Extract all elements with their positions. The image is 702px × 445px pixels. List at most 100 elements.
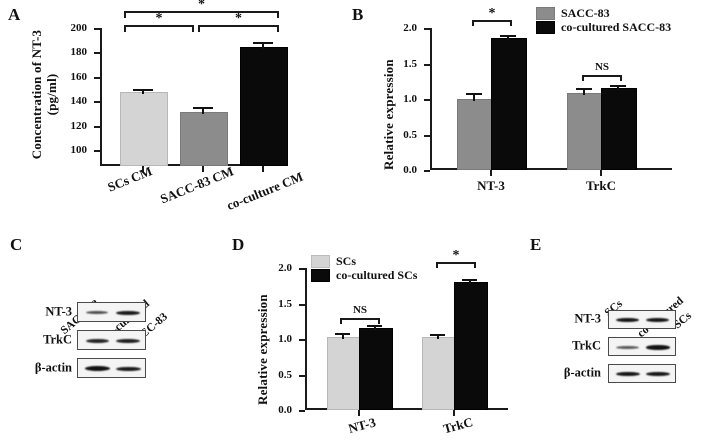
panel-d-letter: D bbox=[232, 235, 245, 254]
panel-b-ytick-0-5: 0.5 bbox=[403, 129, 430, 141]
panel-b-x-axis bbox=[430, 168, 672, 170]
panel-a-errorcap-sacc83-cm bbox=[193, 106, 213, 109]
sig-ns-label: NS bbox=[594, 61, 610, 73]
panel-d-y-axis-label: Relative expression bbox=[255, 294, 270, 405]
panel-a-ytick-200: 200 bbox=[71, 22, 100, 34]
panel-b-errorbar-trkc-sacc83 bbox=[583, 88, 585, 95]
panel-c-band-nt3-lane1 bbox=[86, 311, 108, 315]
panel-a-plot: 200 180 160 140 120 100 bbox=[71, 22, 288, 172]
panel-a-sig-sacc83-vs-coculture: * bbox=[198, 12, 279, 33]
panel-e-band-nt3-lane2 bbox=[646, 318, 669, 323]
panel-b-sig-trkc: NS bbox=[582, 62, 622, 82]
panel-c-blot-row-nt3 bbox=[77, 302, 146, 322]
panel-a-ytick-180: 180 bbox=[71, 46, 100, 58]
panel-c-band-nt3-lane2 bbox=[116, 310, 140, 315]
panel-a-y-axis-label: Concentration of NT-3 (pg/ml) bbox=[29, 27, 60, 162]
sig-tick-left bbox=[436, 262, 438, 268]
panel-d-xcat-nt3: NT-3 bbox=[346, 414, 378, 437]
panel-a-errorbar-sacc83-cm bbox=[202, 107, 204, 115]
panel-d-ytick-2-0: 2.0 bbox=[278, 262, 305, 274]
panel-e-band-trkc-lane2 bbox=[646, 345, 670, 350]
sig-line bbox=[340, 318, 380, 320]
panel-d-errorbar-trkc-scs bbox=[437, 334, 439, 339]
panel-b-xcat-trkc: TrkC bbox=[585, 178, 617, 193]
panel-b-y-axis-label: Relative expression bbox=[381, 59, 396, 170]
panel-b-errorcap-nt3-sacc83 bbox=[466, 92, 482, 95]
sig-tick-right bbox=[510, 20, 512, 26]
panel-d-bar-nt3-cocultured bbox=[359, 328, 393, 410]
panel-c-letter: C bbox=[10, 235, 23, 254]
panel-b-ytick-label-1-5: 1.5 bbox=[403, 57, 417, 70]
panel-a-ytick-label-120: 120 bbox=[70, 119, 88, 132]
panel-b-bar-trkc-cocultured bbox=[601, 88, 637, 170]
panel-d-ytick-0-5: 0.5 bbox=[278, 369, 305, 381]
panel-d-x-axis bbox=[305, 408, 508, 410]
sig-tick-right bbox=[192, 25, 194, 32]
panel-a-errorcap-scs-cm bbox=[133, 89, 153, 92]
panel-d-errorbar-trkc-cocultured bbox=[469, 280, 471, 284]
panel-b-ytick-2-0: 2.0 bbox=[403, 22, 430, 34]
panel-c-band-beta-actin-lane1 bbox=[85, 366, 110, 371]
panel-b-ytick-label-0-5: 0.5 bbox=[403, 128, 417, 141]
panel-d-ytick-0-0: 0.0 bbox=[278, 404, 305, 416]
panel-b-xcat-nt3: NT-3 bbox=[477, 178, 505, 193]
panel-a-ytick-160: 160 bbox=[71, 71, 100, 83]
panel-a-letter: A bbox=[8, 5, 21, 24]
panel-d-xcat-trkc: TrkC bbox=[441, 414, 475, 437]
sig-star: * bbox=[198, 0, 205, 12]
sig-ns-label: NS bbox=[352, 304, 368, 316]
panel-b-errorbar-nt3-sacc83 bbox=[473, 93, 475, 101]
sig-line bbox=[124, 25, 194, 27]
panel-d-sig-nt3: NS bbox=[340, 305, 380, 325]
panel-d-legend-label-2: co-cultured SCs bbox=[336, 267, 418, 282]
panel-d-errorcap-trkc-scs bbox=[430, 333, 445, 336]
panel-d-ytick-label-1-0: 1.0 bbox=[278, 333, 292, 345]
sig-line bbox=[472, 20, 512, 22]
panel-c-band-trkc-lane2 bbox=[116, 338, 140, 343]
panel-a-xtick-3 bbox=[262, 166, 264, 172]
panel-d-bar-nt3-scs bbox=[327, 336, 361, 410]
panel-b-ytick-0-0: 0.0 bbox=[403, 164, 430, 176]
panel-b-errorbar-trkc-cocultured bbox=[617, 86, 619, 91]
legend-swatch-icon bbox=[536, 21, 555, 35]
panel-b-legend-item-sacc83: SACC-83 bbox=[536, 6, 671, 21]
panel-a-xcat-scs-cm: SCs CM bbox=[105, 163, 155, 195]
sig-line bbox=[582, 75, 622, 77]
sig-tick-left bbox=[124, 11, 126, 18]
panel-b-bar-trkc-sacc83 bbox=[567, 92, 603, 170]
panel-a-ytick-label-140: 140 bbox=[70, 95, 88, 108]
legend-swatch-icon bbox=[311, 255, 330, 269]
panel-d-ytick-label-0-5: 0.5 bbox=[278, 368, 292, 381]
panel-b-bar-nt3-sacc83 bbox=[457, 98, 493, 170]
panel-e-blot-label-beta-actin: β-actin bbox=[563, 365, 601, 380]
legend-swatch-icon bbox=[536, 7, 555, 21]
panel-d-xtick-nt3 bbox=[358, 410, 360, 416]
panel-a-ytick-label-160: 160 bbox=[70, 70, 88, 83]
panel-a-bar-sacc83-cm bbox=[180, 112, 228, 166]
panel-d-ytick-1-5: 1.5 bbox=[278, 298, 305, 310]
panel-a-ytick-140: 140 bbox=[71, 95, 100, 107]
panel-b-legend: SACC-83 co-cultured SACC-83 bbox=[536, 6, 671, 35]
panel-b-ytick-1-0: 1.0 bbox=[403, 93, 430, 105]
panel-e-blot-row-beta-actin bbox=[608, 364, 676, 383]
panel-a-ytick-label-200: 200 bbox=[70, 22, 88, 34]
sig-star: * bbox=[452, 248, 460, 263]
panel-a-errorbar-coculture-cm bbox=[262, 43, 264, 50]
panel-a-xtick-1 bbox=[142, 166, 144, 172]
panel-b-bar-nt3-cocultured bbox=[491, 37, 527, 170]
panel-b-xtick-nt3 bbox=[490, 170, 492, 176]
panel-a-xtick-2 bbox=[202, 166, 204, 172]
panel-d-legend-item-cocultured-scs: co-cultured SCs bbox=[311, 267, 418, 283]
panel-a-bar-coculture-cm bbox=[240, 47, 288, 166]
panel-d-legend-item-scs: SCs bbox=[311, 254, 417, 269]
sig-tick-right bbox=[277, 11, 279, 18]
sig-line bbox=[436, 262, 476, 264]
panel-e-blot-row-trkc bbox=[608, 337, 676, 356]
sig-tick-right bbox=[620, 75, 622, 81]
panel-a-y-axis bbox=[100, 28, 102, 166]
panel-b-errorcap-trkc-cocultured bbox=[610, 85, 626, 88]
panel-b-errorbar-nt3-cocultured bbox=[507, 35, 509, 40]
sig-star: * bbox=[488, 6, 496, 21]
panel-c-blot-row-trkc bbox=[77, 330, 146, 350]
panel-a-ytick-120: 120 bbox=[71, 120, 100, 132]
